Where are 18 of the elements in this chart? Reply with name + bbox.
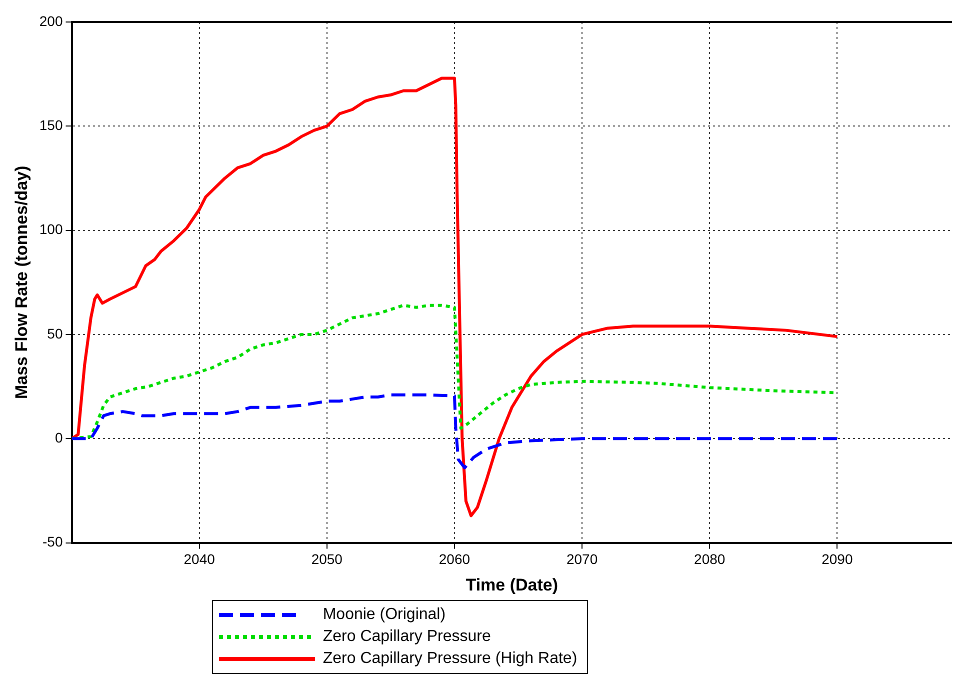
x-tick-label: 2040 [184,551,216,568]
x-tick-label: 2060 [438,551,470,568]
x-axis-title: Time (Date) [466,575,558,594]
y-axis-title: Mass Flow Rate (tonnes/day) [12,166,31,400]
y-tick-label: 50 [47,325,63,342]
x-tick-label: 2090 [822,551,853,568]
x-tick-label: 2080 [694,551,726,568]
line-series [72,393,839,470]
y-tick-label: 200 [39,12,63,29]
legend-label: Zero Capillary Pressure [322,628,491,646]
y-tick-label: -50 [42,534,63,550]
y-tick-label: 150 [39,117,63,134]
x-tick-label: 2070 [566,551,598,568]
x-tick-label: 2050 [311,551,343,568]
legend-label: Zero Capillary Pressure (High Rate) [322,650,578,668]
y-tick-label: 100 [39,221,63,238]
legend-label: Moonie (Original) [322,606,446,624]
y-tick-label: 0 [54,430,63,446]
